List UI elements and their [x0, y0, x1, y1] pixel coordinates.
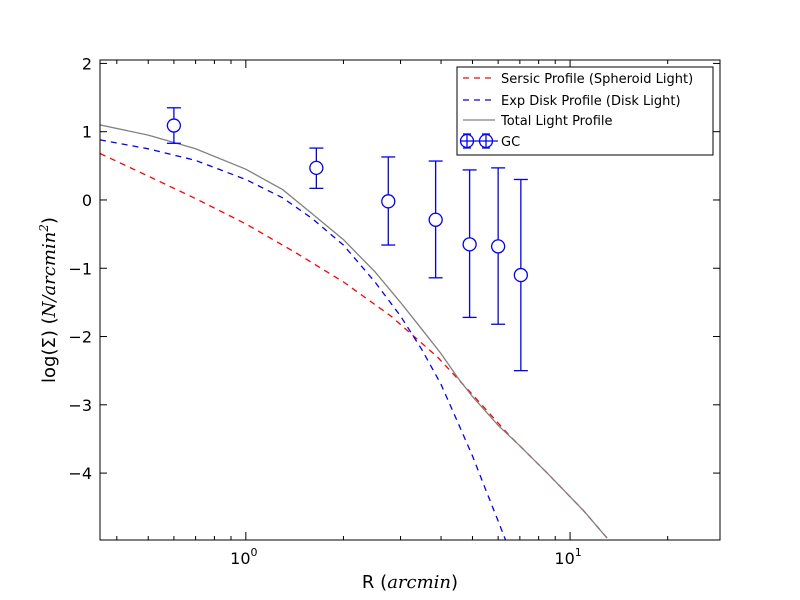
gc-marker [513, 267, 528, 283]
y-tick-label: −1 [68, 259, 92, 278]
y-tick-label: −3 [68, 396, 92, 415]
series-line-1 [100, 139, 507, 540]
legend-box [456, 66, 714, 156]
legend-label-sersic: Sersic Profile (Spheroid Light) [501, 72, 693, 87]
gc-point [428, 160, 443, 279]
gc-marker [166, 118, 182, 133]
gc-marker [309, 160, 324, 176]
gc-point [309, 147, 324, 190]
x-axis-label: R (arcmin) [362, 572, 458, 593]
gc-point [166, 107, 182, 144]
series-line-2 [100, 124, 608, 539]
x-tick-label: 100 [230, 546, 257, 568]
legend: Sersic Profile (Spheroid Light) Exp Disk… [456, 66, 714, 156]
y-tick-label: −2 [68, 328, 92, 347]
gc-marker [428, 212, 443, 227]
y-tick-label: −4 [68, 464, 92, 483]
x-tick-label: 101 [554, 546, 581, 568]
gc-point [381, 156, 396, 246]
legend-label-total: Total Light Profile [500, 114, 613, 129]
y-tick-label: 2 [82, 54, 92, 73]
series-line-0 [100, 152, 608, 539]
gc-point [462, 169, 477, 319]
legend-label-gc: GC [501, 135, 520, 150]
gc-point [513, 178, 528, 372]
y-axis-label: log(Σ) (N/arcmin2) [37, 217, 60, 383]
y-tick-label: 0 [82, 191, 92, 210]
gc-marker [462, 237, 477, 252]
y-tick-label: 1 [82, 123, 92, 142]
gc-marker [490, 239, 506, 254]
legend-sample-gc [459, 133, 498, 149]
plot-frame [99, 59, 721, 541]
axis-ticks: 2 1 0 −1 −2 −3 −4 100 101 [68, 54, 720, 568]
legend-label-disk: Exp Disk Profile (Disk Light) [501, 94, 681, 109]
gc-point [490, 167, 506, 325]
plot-lines [100, 124, 608, 540]
gc-marker [381, 194, 396, 209]
plot-points [166, 107, 528, 372]
